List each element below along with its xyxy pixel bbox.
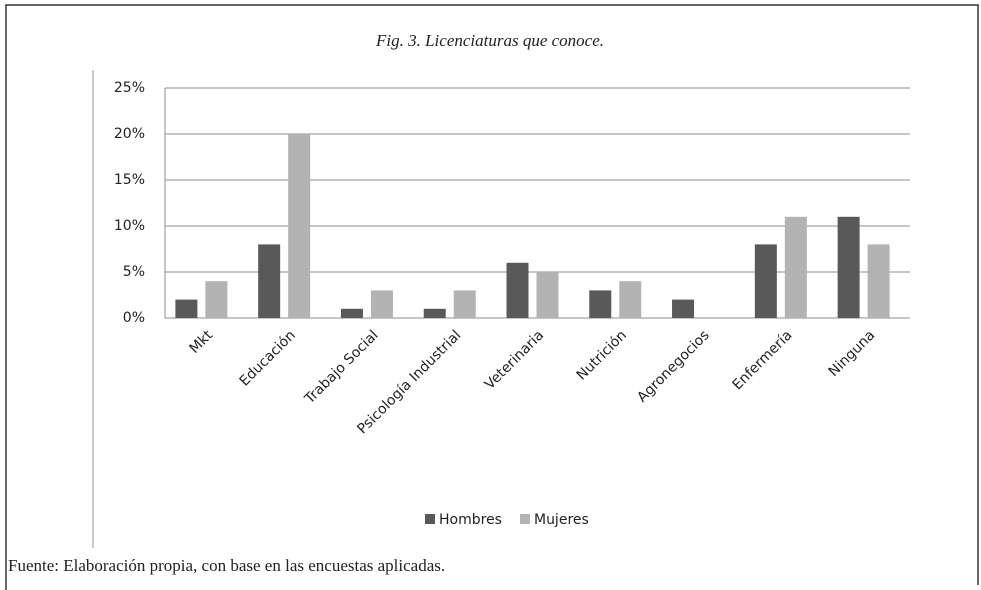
y-tick-label: 25%: [114, 80, 145, 96]
x-tick-label: Ninguna: [826, 327, 879, 380]
bar: [837, 216, 860, 318]
bar: [205, 281, 228, 318]
x-tick-label: Enfermería: [730, 327, 796, 393]
bar: [506, 262, 529, 318]
legend-swatch: [425, 514, 435, 524]
bar: [619, 281, 642, 318]
bar: [453, 290, 476, 318]
x-tick-label: Trabajo Social: [301, 327, 381, 407]
legend-swatch: [519, 514, 530, 524]
bar: [784, 216, 807, 318]
x-tick-label: Nutrición: [574, 327, 630, 383]
y-tick-label: 0%: [123, 310, 145, 326]
bar: [258, 244, 281, 318]
y-tick-label: 20%: [114, 126, 145, 142]
bar: [867, 244, 890, 318]
x-tick-label: Veterinaria: [482, 327, 547, 392]
bar: [672, 299, 695, 318]
bar: [536, 272, 559, 318]
bar: [423, 308, 446, 318]
y-tick-label: 15%: [114, 172, 145, 188]
frame: [5, 4, 979, 590]
x-tick-label: Educación: [237, 327, 299, 389]
bar: [589, 290, 612, 318]
source-note: Fuente: Elaboración propia, con base en …: [8, 556, 445, 575]
legend-label: Hombres: [439, 512, 502, 528]
legend-label: Mujeres: [534, 512, 589, 528]
y-tick-label: 10%: [114, 218, 145, 234]
x-tick-label: Agronegocios: [634, 327, 712, 405]
x-tick-label: Mkt: [187, 327, 217, 357]
chart-title: Fig. 3. Licenciaturas que conoce.: [375, 31, 604, 50]
bar: [175, 299, 198, 318]
y-tick-label: 5%: [123, 264, 145, 280]
bar: [754, 244, 777, 318]
bar: [340, 308, 363, 318]
bar: [370, 290, 393, 318]
bar: [288, 134, 311, 318]
